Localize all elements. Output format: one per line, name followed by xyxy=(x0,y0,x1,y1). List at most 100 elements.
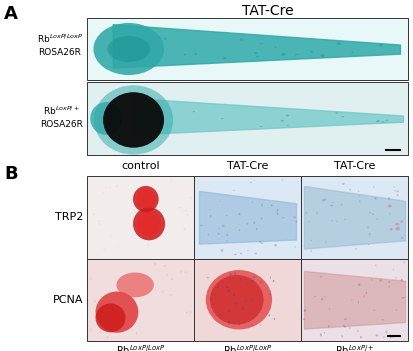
Ellipse shape xyxy=(206,277,209,278)
Ellipse shape xyxy=(368,233,371,235)
Ellipse shape xyxy=(131,199,133,201)
Ellipse shape xyxy=(260,282,262,284)
Ellipse shape xyxy=(375,334,378,337)
Ellipse shape xyxy=(256,55,259,58)
Ellipse shape xyxy=(253,277,255,278)
Ellipse shape xyxy=(287,125,289,126)
Ellipse shape xyxy=(102,192,104,194)
Ellipse shape xyxy=(294,246,296,247)
Ellipse shape xyxy=(366,292,367,294)
Ellipse shape xyxy=(297,54,299,55)
Ellipse shape xyxy=(164,38,167,40)
Ellipse shape xyxy=(394,186,395,188)
Ellipse shape xyxy=(369,212,371,213)
Ellipse shape xyxy=(316,212,318,214)
Ellipse shape xyxy=(250,182,252,183)
Ellipse shape xyxy=(342,183,345,185)
Ellipse shape xyxy=(381,319,384,320)
Ellipse shape xyxy=(351,52,354,53)
Ellipse shape xyxy=(368,244,370,245)
Ellipse shape xyxy=(192,111,195,112)
Ellipse shape xyxy=(222,225,225,227)
Ellipse shape xyxy=(379,44,382,46)
Ellipse shape xyxy=(252,201,253,203)
Ellipse shape xyxy=(154,263,156,265)
Ellipse shape xyxy=(218,228,220,230)
Ellipse shape xyxy=(343,325,345,326)
Ellipse shape xyxy=(386,331,387,333)
Ellipse shape xyxy=(99,331,102,333)
Ellipse shape xyxy=(179,186,180,187)
Ellipse shape xyxy=(208,233,209,236)
Ellipse shape xyxy=(226,287,228,288)
Ellipse shape xyxy=(261,218,263,219)
Ellipse shape xyxy=(397,194,399,196)
Ellipse shape xyxy=(273,280,274,282)
Ellipse shape xyxy=(282,217,285,218)
Ellipse shape xyxy=(281,120,284,121)
Ellipse shape xyxy=(324,199,326,200)
Ellipse shape xyxy=(107,336,109,339)
Ellipse shape xyxy=(260,324,261,326)
Ellipse shape xyxy=(401,279,403,282)
Ellipse shape xyxy=(209,209,211,211)
Ellipse shape xyxy=(240,278,242,281)
Ellipse shape xyxy=(235,272,236,275)
Ellipse shape xyxy=(98,221,101,222)
Ellipse shape xyxy=(381,121,385,123)
Ellipse shape xyxy=(147,244,149,246)
Ellipse shape xyxy=(271,205,273,206)
Ellipse shape xyxy=(218,233,220,235)
Ellipse shape xyxy=(358,284,361,286)
Ellipse shape xyxy=(169,294,172,296)
Ellipse shape xyxy=(310,51,313,53)
Ellipse shape xyxy=(135,210,136,212)
Ellipse shape xyxy=(311,250,312,252)
Ellipse shape xyxy=(395,223,399,225)
Ellipse shape xyxy=(247,283,248,285)
Ellipse shape xyxy=(268,314,270,317)
Ellipse shape xyxy=(235,303,237,305)
Ellipse shape xyxy=(275,47,276,48)
Ellipse shape xyxy=(383,337,385,338)
Ellipse shape xyxy=(349,327,351,329)
Ellipse shape xyxy=(159,190,160,192)
Ellipse shape xyxy=(158,37,161,38)
Ellipse shape xyxy=(320,276,323,277)
Ellipse shape xyxy=(234,254,237,255)
Ellipse shape xyxy=(137,211,161,236)
Ellipse shape xyxy=(276,210,278,212)
Ellipse shape xyxy=(98,223,101,225)
Ellipse shape xyxy=(239,229,240,231)
Ellipse shape xyxy=(118,245,119,247)
Ellipse shape xyxy=(171,179,172,181)
Ellipse shape xyxy=(324,332,325,334)
Ellipse shape xyxy=(183,228,186,230)
Ellipse shape xyxy=(373,310,375,311)
Ellipse shape xyxy=(377,120,380,121)
Ellipse shape xyxy=(211,293,213,296)
Ellipse shape xyxy=(374,197,377,200)
Ellipse shape xyxy=(90,329,92,331)
Ellipse shape xyxy=(303,318,305,320)
Ellipse shape xyxy=(377,121,379,122)
Ellipse shape xyxy=(220,314,221,316)
Ellipse shape xyxy=(93,23,164,75)
Ellipse shape xyxy=(228,310,231,312)
Bar xyxy=(87,258,194,341)
Ellipse shape xyxy=(95,310,96,311)
Ellipse shape xyxy=(251,324,253,325)
Bar xyxy=(87,176,194,258)
Ellipse shape xyxy=(388,197,390,200)
Ellipse shape xyxy=(335,112,338,114)
Ellipse shape xyxy=(95,315,98,318)
Ellipse shape xyxy=(157,206,158,209)
Ellipse shape xyxy=(136,189,155,209)
Ellipse shape xyxy=(331,220,333,221)
Ellipse shape xyxy=(131,212,133,213)
Ellipse shape xyxy=(217,286,218,288)
Ellipse shape xyxy=(194,53,197,55)
Text: TRP2: TRP2 xyxy=(55,212,83,222)
Ellipse shape xyxy=(129,213,131,215)
Ellipse shape xyxy=(401,220,403,223)
